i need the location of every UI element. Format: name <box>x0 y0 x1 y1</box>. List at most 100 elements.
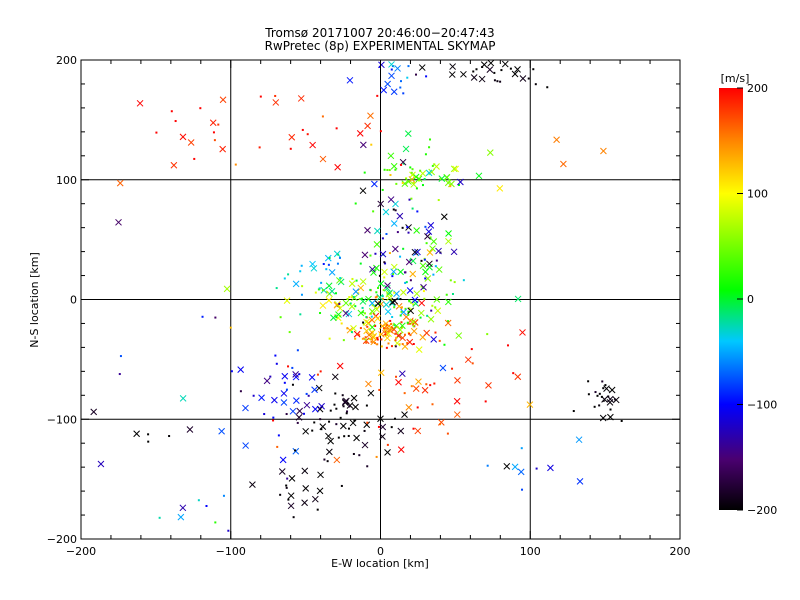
data-point-dot <box>486 464 489 467</box>
data-point-dot <box>380 338 383 341</box>
data-point-cross <box>287 492 295 500</box>
data-point-dot <box>214 521 217 524</box>
data-point-dot <box>340 484 343 487</box>
data-point-dot <box>376 94 379 97</box>
data-point-cross <box>382 301 390 308</box>
data-point-dot <box>378 388 381 391</box>
data-point-cross <box>311 495 319 503</box>
data-point-dot <box>382 289 385 292</box>
data-point-cross <box>511 70 519 78</box>
data-point-dot <box>434 306 437 309</box>
data-point-dot <box>390 68 393 71</box>
data-point-dot <box>401 226 404 229</box>
data-point-dot <box>431 304 434 307</box>
data-point-cross <box>413 227 421 234</box>
data-point-dot <box>400 310 403 313</box>
data-point-cross <box>391 245 399 253</box>
data-point-dot <box>371 304 374 307</box>
data-point-dot <box>320 428 323 431</box>
data-point-dot <box>376 343 379 346</box>
data-point-cross <box>379 250 387 258</box>
data-point-cross <box>218 427 225 435</box>
data-point-dot <box>374 252 377 255</box>
data-point-cross <box>410 181 418 188</box>
data-point-cross <box>526 401 534 408</box>
data-point-dot <box>370 315 373 318</box>
data-point-dot <box>316 373 319 376</box>
data-point-cross <box>612 396 620 404</box>
data-point-dot <box>303 412 306 415</box>
data-point-dot <box>358 454 361 457</box>
data-point-dot <box>378 274 381 277</box>
data-point-cross <box>287 502 295 510</box>
data-point-dot <box>378 302 381 305</box>
data-point-dot <box>399 314 402 317</box>
data-point-cross <box>342 299 350 307</box>
data-point-dot <box>288 331 291 334</box>
data-point-cross <box>444 319 452 327</box>
data-point-dot <box>296 349 299 352</box>
data-point-cross <box>438 175 446 182</box>
data-point-cross <box>377 280 385 288</box>
data-point-cross <box>359 187 367 195</box>
data-point-dot <box>386 443 389 446</box>
data-point-dot <box>435 259 438 262</box>
data-point-cross <box>412 385 420 392</box>
data-point-cross <box>423 329 431 337</box>
data-point-dot <box>533 50 535 52</box>
data-point-dot <box>496 80 499 83</box>
data-point-dot <box>212 131 215 134</box>
data-point-dot <box>432 273 435 276</box>
data-point-dot <box>426 314 429 317</box>
data-point-dot <box>307 394 310 397</box>
data-point-dot <box>285 388 288 391</box>
data-point-cross <box>333 456 341 464</box>
data-point-cross <box>501 60 509 68</box>
data-point-dot <box>390 322 393 325</box>
data-point-cross <box>511 463 519 471</box>
data-point-dot <box>604 384 607 387</box>
data-point-dot <box>401 343 404 346</box>
data-point-dot <box>449 279 452 282</box>
data-point-dot <box>274 94 277 97</box>
data-point-cross <box>280 390 288 397</box>
data-point-dot <box>356 333 359 336</box>
data-point-cross <box>386 289 394 297</box>
data-point-dot <box>470 348 473 351</box>
data-point-dot <box>472 70 475 73</box>
data-point-dot <box>384 262 387 265</box>
data-point-cross <box>409 318 417 326</box>
data-point-dot <box>392 323 395 326</box>
data-point-cross <box>387 196 395 203</box>
data-point-cross <box>514 66 521 73</box>
data-point-dot <box>409 334 412 337</box>
data-point-cross <box>411 319 419 326</box>
data-point-dot <box>393 291 396 294</box>
data-point-dot <box>343 435 346 438</box>
data-point-dot <box>386 327 389 330</box>
data-point-cross <box>309 260 316 268</box>
data-point-dot <box>328 256 331 259</box>
data-point-dot <box>370 340 373 343</box>
data-point-cross <box>449 63 457 70</box>
data-point-cross <box>394 65 401 72</box>
data-point-dot <box>401 181 404 184</box>
data-point-dot <box>252 394 255 397</box>
data-point-dot <box>398 305 401 308</box>
data-point-dot <box>395 336 398 339</box>
data-point-cross <box>418 64 426 71</box>
data-point-dot <box>406 76 409 79</box>
data-point-dot <box>170 110 173 113</box>
data-point-dot <box>393 324 396 327</box>
data-point-dot <box>168 435 171 438</box>
data-point-cross <box>283 297 291 305</box>
data-point-dot <box>520 447 523 450</box>
data-point-cross <box>311 386 318 394</box>
data-point-cross <box>426 249 434 256</box>
data-point-dot <box>279 316 282 319</box>
data-point-cross <box>400 308 407 316</box>
data-point-dot <box>234 163 237 166</box>
data-point-cross <box>361 251 369 259</box>
data-point-dot <box>408 300 411 303</box>
data-point-dot <box>335 316 338 319</box>
